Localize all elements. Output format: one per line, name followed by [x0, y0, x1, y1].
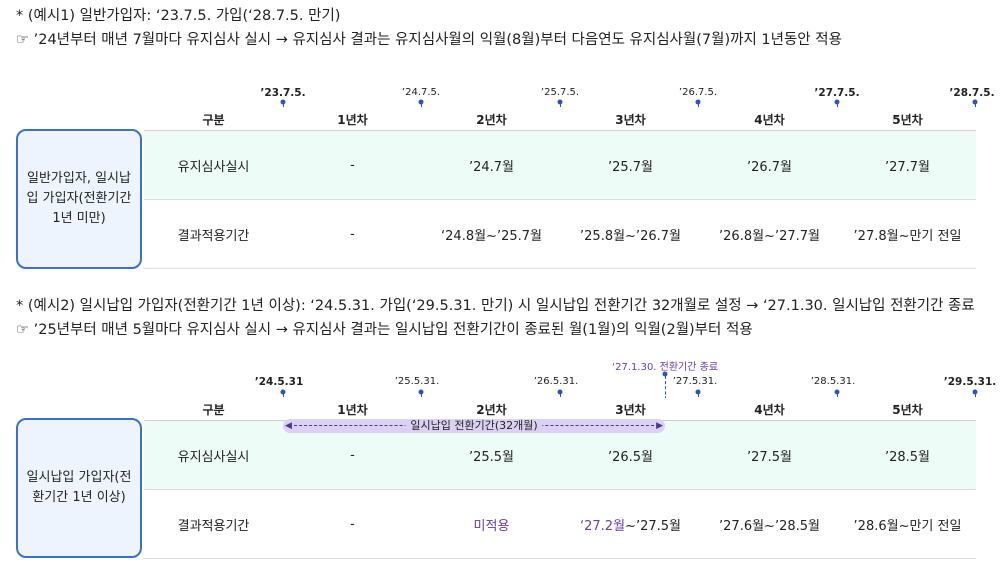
table-cell: - [283, 130, 422, 200]
arrow-right-icon: ▶ [656, 421, 663, 431]
date-label: ’24.7.5. [401, 87, 441, 98]
table-cell: ’25.7월 [561, 130, 700, 200]
date-label: ’25.5.31. [394, 376, 440, 387]
table-cell: ’25.8월~’26.7월 [561, 199, 700, 269]
timeline-dot [834, 389, 840, 395]
timeline-dot [418, 99, 424, 105]
header-cell: 4년차 [700, 398, 839, 421]
header-cell: 2년차 [422, 398, 561, 421]
header-cell: 3년차 [561, 108, 700, 131]
arrow-left-icon: ◀ [285, 421, 292, 431]
example1-category-box: 일반가입자, 일시납입 가입자(전환기간 1년 미만) [16, 129, 142, 269]
table-cell: - [283, 199, 422, 269]
table-cell: ’26.8월~’27.7월 [700, 199, 839, 269]
table-cell: ’26.7월 [700, 130, 839, 200]
example2-title: * (예시2) 일시납입 가입자(전환기간 1년 이상): ‘24.5.31. … [16, 298, 975, 314]
header-cell: 구분 [144, 398, 283, 421]
example2-category-box: 일시납입 가입자(전환기간 1년 이상) [16, 418, 142, 558]
timeline-dot [280, 389, 286, 395]
example2-note: ☞ ’25년부터 매년 5월마다 유지심사 실시 → 유지심사 결과는 일시납입… [16, 322, 753, 338]
date-label: ’23.7.5. [260, 87, 306, 99]
timeline-dot [972, 99, 978, 105]
conversion-period-bar: ◀ ▶ 일시납입 전환기간(32개월) [283, 419, 665, 433]
table-header-row: 구분 1년차 2년차 3년차 4년차 5년차 [144, 108, 976, 131]
table-cell: ’28.5월 [839, 420, 976, 490]
conversion-end-dot [662, 371, 668, 377]
cell-part: ~’27.5월 [625, 518, 681, 534]
example1-table: 구분 1년차 2년차 3년차 4년차 5년차 유지심사실시 - ’24.7월 ’… [144, 108, 976, 269]
table-header-row: 구분 1년차 2년차 3년차 4년차 5년차 [144, 398, 976, 421]
table-cell: ’27.7월 [839, 130, 976, 200]
date-label: ’29.5.31. [943, 376, 997, 388]
date-label: ’27.7.5. [814, 87, 860, 99]
timeline-dot [418, 389, 424, 395]
date-label: ’25.7.5. [540, 87, 580, 98]
table-cell: 유지심사실시 [144, 130, 283, 200]
example1-title: * (예시1) 일반가입자: ‘23.7.5. 가입(‘28.7.5. 만기) [16, 8, 341, 24]
table-row: 결과적용기간 - ‘24.8월~’25.7월 ’25.8월~’26.7월 ’26… [144, 199, 976, 269]
cell-part-highlight: ‘27.2월 [580, 518, 626, 534]
table-cell: 유지심사실시 [144, 420, 283, 490]
header-cell: 4년차 [700, 108, 839, 131]
date-label: ’28.7.5. [949, 87, 995, 99]
conversion-end-note: ‘27.1.30. 전환기간 종료 [611, 362, 719, 373]
date-label: ’26.5.31. [533, 376, 579, 387]
example1-note: ☞ ’24년부터 매년 7월마다 유지심사 실시 → 유지심사 결과는 유지심사… [16, 32, 842, 48]
header-cell: 5년차 [839, 108, 976, 131]
table-cell: ’28.6월~만기 전일 [839, 489, 976, 559]
timeline-dot [972, 389, 978, 395]
timeline-dot [280, 99, 286, 105]
table-cell: ‘24.8월~’25.7월 [422, 199, 561, 269]
table-cell: ’27.8월~만기 전일 [839, 199, 976, 269]
date-label: ’27.5.31. [672, 376, 718, 387]
table-cell: 결과적용기간 [144, 489, 283, 559]
date-label: ’28.5.31. [810, 376, 856, 387]
header-cell: 2년차 [422, 108, 561, 131]
period-label: 일시납입 전환기간(32개월) [405, 419, 543, 433]
timeline-dot [834, 99, 840, 105]
date-label: ’24.5.31 [254, 376, 304, 388]
table-cell: ‘27.2월~’27.5월 [561, 489, 700, 559]
header-cell: 1년차 [283, 108, 422, 131]
table-cell: - [283, 489, 422, 559]
header-cell: 1년차 [283, 398, 422, 421]
timeline-dot [557, 99, 563, 105]
timeline-dot [695, 389, 701, 395]
timeline-dot [557, 389, 563, 395]
header-cell: 구분 [144, 108, 283, 131]
date-label: ’26.7.5. [678, 87, 718, 98]
table-cell: 결과적용기간 [144, 199, 283, 269]
table-row: 유지심사실시 - ’24.7월 ’25.7월 ’26.7월 ’27.7월 [144, 130, 976, 200]
header-cell: 5년차 [839, 398, 976, 421]
table-row: 결과적용기간 - 미적용 ‘27.2월~’27.5월 ’27.6월~’28.5월… [144, 489, 976, 559]
timeline-dot [695, 99, 701, 105]
table-cell: ’27.6월~’28.5월 [700, 489, 839, 559]
table-cell: ’24.7월 [422, 130, 561, 200]
table-cell: ’27.5월 [700, 420, 839, 490]
header-cell: 3년차 [561, 398, 700, 421]
table-cell: 미적용 [422, 489, 561, 559]
